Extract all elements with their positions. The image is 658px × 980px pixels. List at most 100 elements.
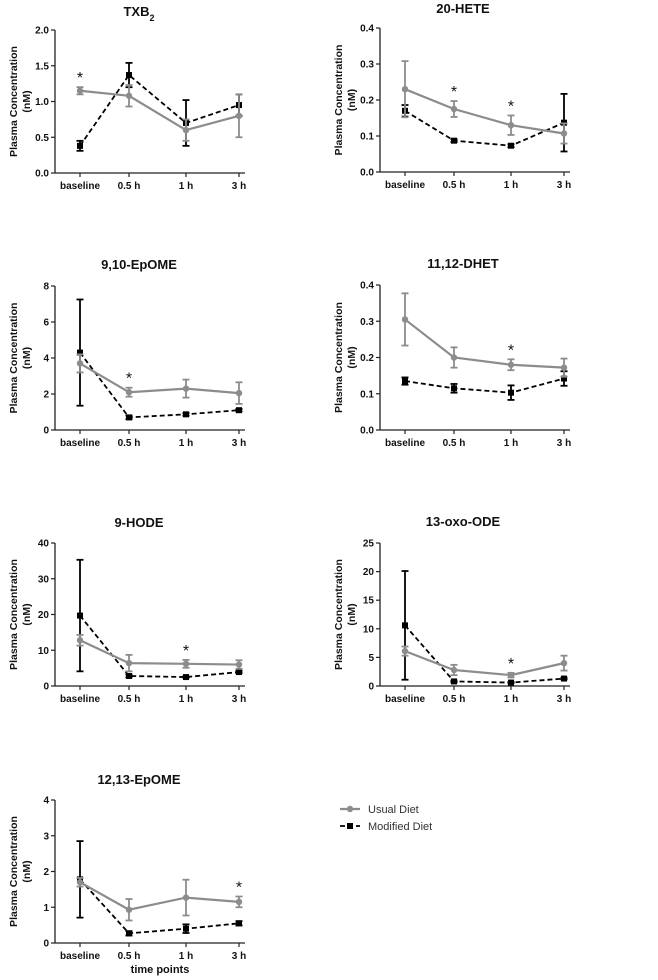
data-point-usual-diet <box>507 361 515 368</box>
significance-star: * <box>236 880 242 897</box>
data-point-modified-diet <box>451 385 457 392</box>
data-point-modified-diet <box>451 137 457 144</box>
y-tick-label: 0.0 <box>360 168 374 179</box>
data-point-usual-diet <box>125 659 133 667</box>
y-tick-label: 0 <box>43 682 49 693</box>
x-tick-label: 1 h <box>179 438 193 449</box>
x-tick-label: 0.5 h <box>118 438 141 449</box>
series-line-modified-diet <box>79 878 240 935</box>
series-line-usual-diet <box>404 650 565 677</box>
y-axis-label: Plasma Concentration(nM) <box>333 559 358 670</box>
data-point-usual-diet <box>560 130 568 137</box>
y-tick-label: 0 <box>368 682 374 693</box>
x-tick-label: 3 h <box>232 694 246 705</box>
significance-star: * <box>77 70 83 87</box>
data-point-usual-diet <box>76 879 84 886</box>
y-tick-label: 4 <box>43 796 49 807</box>
series-line-modified-diet <box>404 624 565 684</box>
series-line-modified-diet <box>404 110 565 147</box>
y-tick-label: 0 <box>43 426 49 437</box>
data-point-modified-diet <box>508 679 514 686</box>
y-axis-label-line2: (nM) <box>21 603 33 625</box>
y-tick-label: 20 <box>363 567 375 578</box>
y-tick-label: 10 <box>363 624 375 635</box>
data-point-usual-diet <box>182 126 190 134</box>
significance-star: * <box>508 656 514 673</box>
y-axis-label-line1: Plasma Concentration <box>333 45 345 156</box>
y-tick-label: 8 <box>43 282 49 293</box>
y-axis-label: Plasma Concentration(nM) <box>8 816 33 927</box>
data-point-modified-diet <box>126 930 132 937</box>
y-tick-label: 15 <box>363 596 375 607</box>
y-tick-label: 0.2 <box>360 96 374 107</box>
x-tick-label: baseline <box>385 694 425 705</box>
data-point-usual-diet <box>76 87 84 94</box>
chart-title: 11,12-DHET <box>427 256 499 271</box>
series-line-modified-diet <box>79 615 240 678</box>
chart-title-subscript: 2 <box>149 13 154 23</box>
y-axis-label-line1: Plasma Concentration <box>333 302 345 413</box>
y-axis-label-line2: (nM) <box>21 347 33 369</box>
data-point-modified-diet <box>77 349 83 356</box>
series-line-modified-diet <box>79 73 240 147</box>
y-tick-label: 2 <box>43 390 49 401</box>
legend-label-usual-diet: Usual Diet <box>368 804 419 816</box>
data-point-modified-diet <box>508 389 514 396</box>
series-line-modified-diet <box>404 377 565 394</box>
x-tick-label: 0.5 h <box>118 181 141 192</box>
x-tick-label: 1 h <box>179 951 193 962</box>
y-tick-label: 0.1 <box>360 389 374 400</box>
y-tick-label: 0.1 <box>360 132 374 143</box>
series-line-usual-diet <box>79 881 240 911</box>
data-point-modified-diet <box>402 378 408 385</box>
data-point-modified-diet <box>561 675 567 682</box>
significance-star: * <box>183 643 189 660</box>
data-point-modified-diet <box>126 72 132 79</box>
x-axis-title: time points <box>131 964 190 976</box>
x-tick-label: baseline <box>60 951 100 962</box>
chart-panel-2: 9,10-EpOME Plasma Concentration(nM) 0 2 4 6 8 b… <box>8 257 246 449</box>
significance-star: * <box>508 98 514 115</box>
data-point-usual-diet <box>125 92 133 99</box>
data-point-usual-diet <box>76 637 84 644</box>
x-tick-label: baseline <box>60 438 100 449</box>
data-point-usual-diet <box>450 105 458 113</box>
y-tick-label: 1.5 <box>35 61 49 72</box>
data-point-usual-diet <box>507 671 515 679</box>
data-point-usual-diet <box>182 894 190 901</box>
y-tick-label: 1 <box>43 903 49 914</box>
chart-panel-0: TXB2 Plasma Concentration(nM) 0.0 0.5 1.0 1.5… <box>8 4 246 192</box>
y-tick-label: 0.3 <box>360 60 374 71</box>
y-axis-label-line1: Plasma Concentration <box>8 303 20 414</box>
y-axis-label: Plasma Concentration(nM) <box>8 303 33 414</box>
y-tick-label: 30 <box>38 574 50 585</box>
x-tick-label: 1 h <box>179 694 193 705</box>
y-axis-label-line2: (nM) <box>346 346 358 368</box>
y-axis-label: Plasma Concentration(nM) <box>8 559 33 670</box>
y-tick-label: 0.4 <box>360 281 374 292</box>
y-axis-label-line2: (nM) <box>346 89 358 111</box>
data-point-usual-diet <box>235 112 243 120</box>
series-line-usual-diet <box>79 89 240 132</box>
x-tick-label: baseline <box>385 180 425 191</box>
x-tick-label: 3 h <box>232 438 246 449</box>
y-tick-label: 3 <box>43 831 49 842</box>
y-tick-label: 6 <box>43 318 49 329</box>
data-point-usual-diet <box>507 122 515 129</box>
y-axis-label: Plasma Concentration(nM) <box>333 302 358 413</box>
x-tick-label: 3 h <box>557 694 571 705</box>
x-tick-label: 1 h <box>179 181 193 192</box>
y-tick-label: 4 <box>43 354 49 365</box>
legend-marker-modified-diet <box>347 823 353 829</box>
data-point-usual-diet <box>401 86 409 93</box>
x-tick-label: 1 h <box>504 438 518 449</box>
data-point-usual-diet <box>450 666 458 674</box>
significance-star: * <box>451 84 457 101</box>
y-tick-label: 2 <box>43 867 49 878</box>
series-line-usual-diet <box>79 362 240 395</box>
data-point-usual-diet <box>401 647 409 655</box>
y-axis-label-line1: Plasma Concentration <box>8 816 20 927</box>
chart-panel-1: 20-HETE Plasma Concentration(nM) 0.0 0.1 0.2… <box>333 1 571 191</box>
y-tick-label: 0.3 <box>360 317 374 328</box>
